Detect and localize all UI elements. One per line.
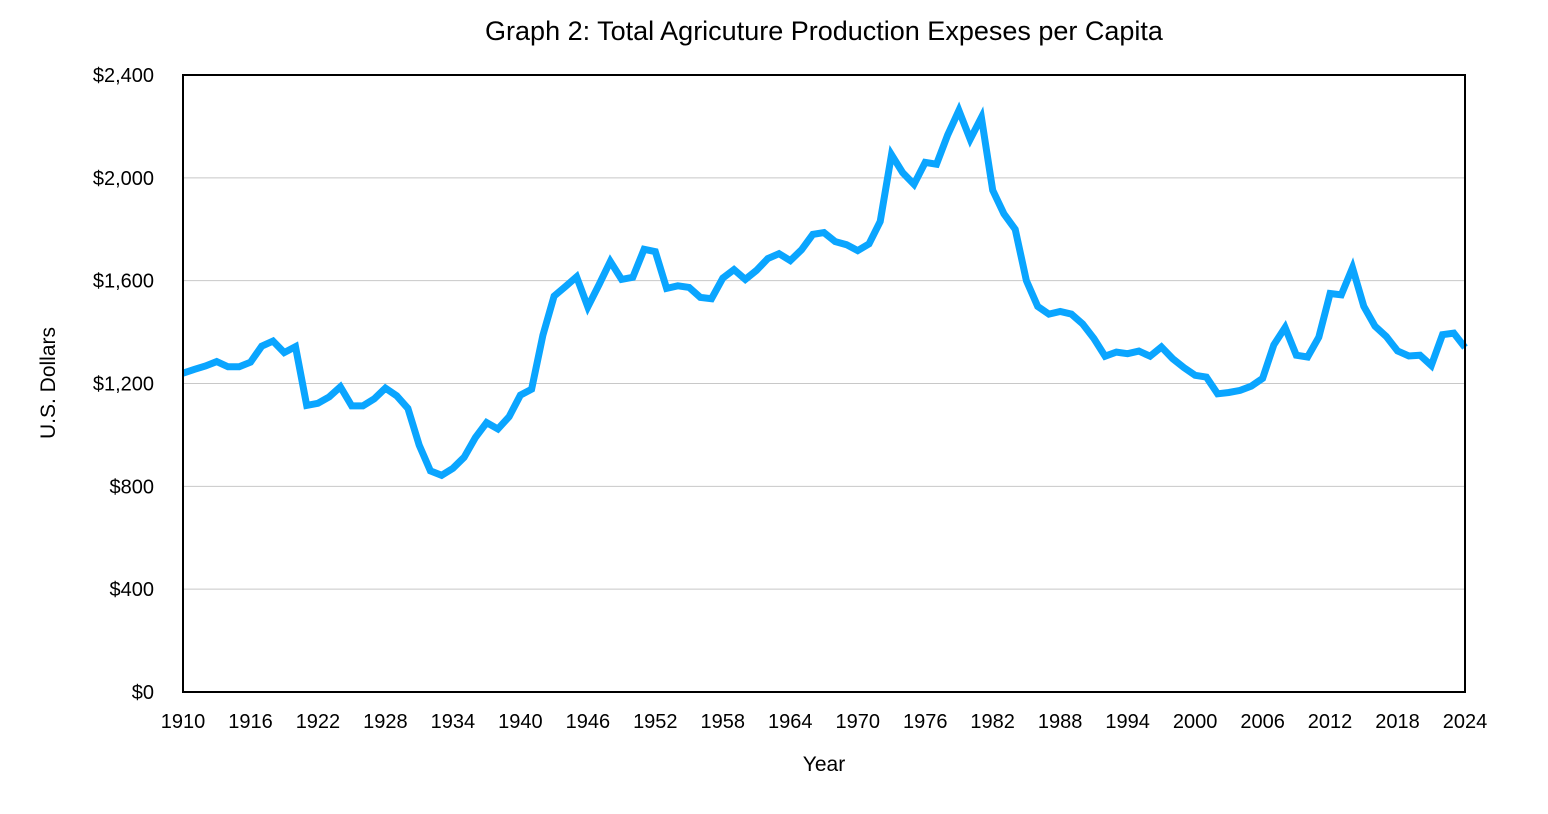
x-tick-label: 1910 [161, 711, 206, 733]
x-tick-label: 1916 [228, 711, 273, 733]
y-tick-label: $1,200 [93, 374, 154, 396]
plot-area-frame [182, 74, 1466, 693]
x-tick-label: 1994 [1105, 711, 1150, 733]
y-tick-label: $0 [132, 682, 154, 704]
x-tick-label: 1928 [363, 711, 408, 733]
x-tick-label: 1964 [768, 711, 813, 733]
series-line [181, 101, 1468, 480]
chart-title: Graph 2: Total Agricuture Production Exp… [485, 16, 1164, 46]
x-tick-label: 1952 [633, 711, 678, 733]
x-tick-label: 1982 [970, 711, 1015, 733]
x-tick-label: 1940 [498, 711, 543, 733]
x-axis-label: Year [803, 753, 845, 776]
x-tick-label: 1946 [566, 711, 611, 733]
y-tick-label: $2,000 [93, 168, 154, 190]
x-axis-tick-labels: 1910 1916 1922 1928 1934 1940 1946 1952 1958 1964… [161, 711, 1488, 733]
x-tick-label: 1988 [1038, 711, 1083, 733]
x-tick-label: 1958 [701, 711, 746, 733]
x-tick-label: 1976 [903, 711, 948, 733]
x-tick-label: 2012 [1308, 711, 1353, 733]
y-tick-label: $400 [110, 579, 155, 601]
x-tick-label: 2000 [1173, 711, 1218, 733]
y-tick-label: $2,400 [93, 65, 154, 87]
y-tick-label: $1,600 [93, 271, 154, 293]
x-tick-label: 1922 [296, 711, 341, 733]
y-tick-label: $800 [110, 476, 155, 498]
x-tick-label: 1934 [431, 711, 476, 733]
x-tick-label: 2006 [1240, 711, 1285, 733]
gridlines [183, 177, 1465, 590]
y-axis-tick-labels: $0 $400 $800 $1,200 $1,600 $2,000 $2,400 [93, 65, 154, 704]
x-tick-label: 2024 [1443, 711, 1488, 733]
x-tick-label: 2018 [1375, 711, 1420, 733]
y-axis-label: U.S. Dollars [37, 327, 60, 439]
x-tick-label: 1970 [835, 711, 880, 733]
